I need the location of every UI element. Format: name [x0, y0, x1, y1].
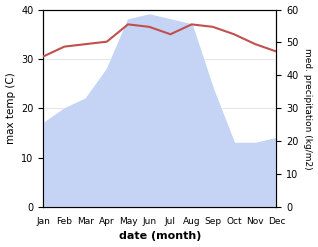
X-axis label: date (month): date (month) — [119, 231, 201, 242]
Y-axis label: max temp (C): max temp (C) — [5, 72, 16, 144]
Y-axis label: med. precipitation (kg/m2): med. precipitation (kg/m2) — [303, 48, 313, 169]
